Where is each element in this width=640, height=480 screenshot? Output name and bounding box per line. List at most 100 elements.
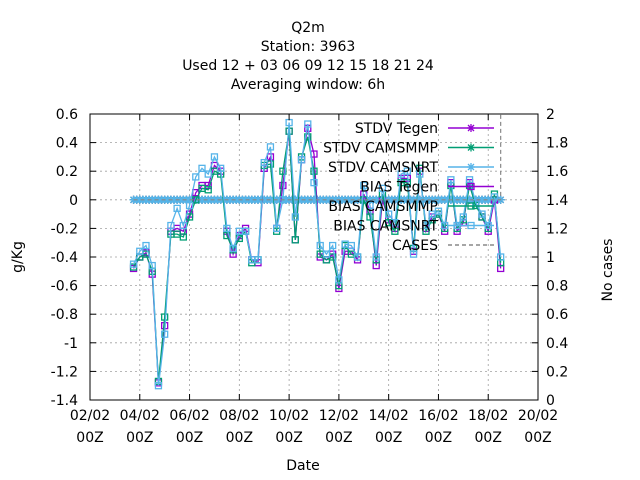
legend: STDV Tegen STDV CAMSMMP STDV CAMSNRT BIAS T…	[323, 121, 494, 254]
x-tick-label: 12/02	[319, 408, 359, 424]
legend-entry: STDV CAMSMMP	[323, 141, 494, 157]
y2-axis-label: No cases	[600, 239, 616, 302]
y2-tick-label: 1.4	[546, 193, 568, 209]
legend-marker	[467, 163, 475, 171]
data-point	[335, 276, 343, 284]
legend-marker	[467, 221, 475, 230]
data-point	[229, 244, 237, 253]
x-tick-label-time: 00Z	[226, 430, 253, 446]
title-line-3: Used 12 + 03 06 09 12 15 18 21 24	[182, 58, 434, 74]
y-tick-label: -1.4	[51, 393, 78, 409]
x-tick-label-time: 00Z	[524, 430, 551, 446]
data-point	[329, 241, 337, 250]
series-bias-camsnrt	[129, 118, 505, 390]
series-line	[133, 114, 502, 201]
legend-entry: BIAS CAMSMMP	[328, 199, 494, 215]
data-point	[161, 330, 169, 338]
data-point	[198, 164, 206, 172]
y2-tick-label: 1	[546, 250, 555, 266]
legend-label: CASES	[392, 238, 438, 254]
legend-label: BIAS CAMSMMP	[328, 199, 438, 215]
data-point	[353, 253, 362, 261]
data-point	[304, 120, 312, 128]
legend-label: STDV CAMSMMP	[323, 141, 438, 157]
x-tick-label: 02/02	[70, 408, 110, 424]
data-point	[136, 247, 144, 255]
y-tick-label: 0.2	[56, 164, 78, 180]
data-point	[378, 184, 387, 193]
data-point	[254, 256, 262, 264]
data-point	[279, 167, 287, 175]
x-axis-label: Date	[286, 458, 319, 474]
data-point	[204, 170, 212, 178]
x-tick-label-time: 00Z	[275, 430, 302, 446]
data-point	[403, 167, 411, 175]
y2-tick-label: 0.8	[546, 279, 568, 295]
x-tick-label-time: 00Z	[176, 430, 203, 446]
data-point	[148, 261, 156, 270]
x-tick-label: 18/02	[468, 408, 508, 424]
data-point	[167, 221, 175, 230]
y2-tick-label: 0	[546, 393, 555, 409]
data-point	[142, 241, 150, 250]
data-point	[385, 210, 393, 218]
data-point	[291, 236, 299, 244]
x-tick-label: 16/02	[418, 408, 458, 424]
data-point	[409, 250, 418, 258]
y-tick-label: 0.4	[56, 136, 78, 152]
data-point	[372, 253, 380, 261]
y2-tick-label: 1.2	[546, 221, 568, 237]
data-point	[391, 227, 399, 235]
data-point	[465, 176, 474, 184]
x-tick-label: 10/02	[269, 408, 309, 424]
data-point	[279, 196, 287, 204]
data-point	[497, 253, 505, 261]
data-point	[459, 213, 467, 221]
data-point	[291, 213, 299, 221]
data-point	[434, 207, 443, 215]
y-tick-label: 0.6	[56, 107, 78, 123]
legend-label: BIAS Tegen	[360, 180, 438, 196]
data-point	[478, 210, 486, 218]
y-axis-label: g/Kg	[10, 241, 26, 273]
y2-tick-label: 1.6	[546, 164, 568, 180]
data-point	[266, 143, 275, 151]
data-point	[192, 173, 200, 181]
chart-title: Q2m Station: 3963 Used 12 + 03 06 09 12 …	[182, 20, 434, 93]
x-tick-label-time: 00Z	[76, 430, 103, 446]
title-line-2: Station: 3963	[261, 39, 356, 55]
data-point	[422, 221, 430, 230]
data-point	[217, 164, 225, 172]
legend-marker	[467, 202, 475, 210]
data-point	[161, 313, 169, 321]
y2-tick-label: 0.4	[546, 336, 568, 352]
axes: 02/02 00Z 04/02 00Z 06/02 00Z 08/02 00Z 10/02 00Z…	[51, 107, 569, 446]
legend-marker	[467, 143, 475, 152]
y2-tick-label: 2	[546, 107, 555, 123]
data-point	[129, 260, 138, 268]
data-point	[304, 133, 312, 141]
legend-entry: CASES	[392, 238, 494, 254]
y-tick-label: 0	[69, 193, 78, 209]
legend-label: STDV Tegen	[355, 121, 438, 137]
series-layer	[129, 114, 505, 390]
data-point	[241, 227, 250, 235]
y2-tick-label: 1.8	[546, 136, 568, 152]
series-cases	[133, 114, 502, 201]
legend-label: STDV CAMSNRT	[328, 160, 439, 176]
data-point	[154, 382, 163, 390]
data-point	[310, 167, 318, 175]
x-tick-label-time: 00Z	[375, 430, 402, 446]
data-point	[223, 224, 231, 233]
y-tick-label: -0.8	[51, 307, 78, 323]
x-tick-label-time: 00Z	[425, 430, 452, 446]
data-point	[391, 219, 399, 227]
data-point	[260, 158, 268, 167]
data-point	[179, 233, 187, 241]
title-line-1: Q2m	[291, 20, 325, 36]
y-tick-label: -0.2	[51, 221, 78, 237]
y-tick-label: -0.4	[51, 250, 78, 266]
data-point	[360, 181, 368, 190]
legend-entry: BIAS Tegen	[360, 180, 494, 196]
data-point	[441, 221, 449, 230]
